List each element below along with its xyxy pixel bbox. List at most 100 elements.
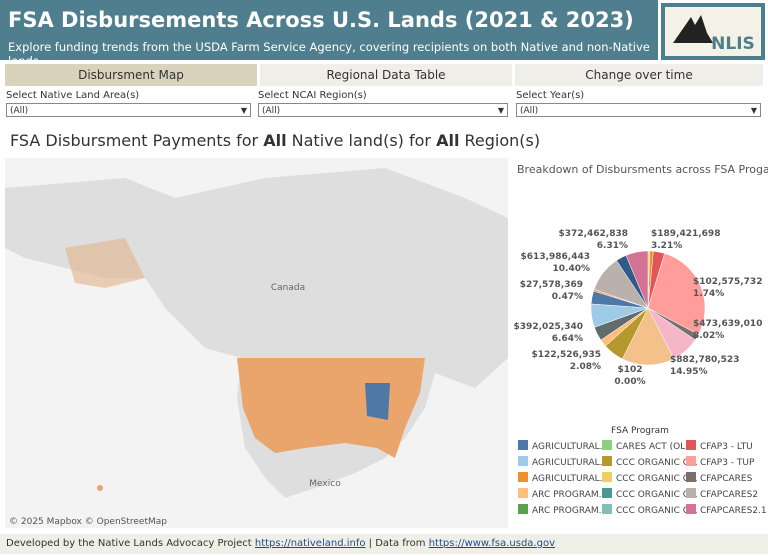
amount-label: $613,986,443 — [521, 252, 590, 262]
filter-label: Select Native Land Area(s) — [6, 90, 140, 101]
amount-label: $122,526,935 — [532, 350, 601, 360]
pie-slice — [605, 307, 649, 360]
filter-value: (All) — [520, 106, 539, 116]
map-label: Canada — [271, 283, 305, 293]
legend-swatch — [686, 472, 696, 482]
legend-label: CFAP3 - TUP — [700, 458, 755, 468]
value-label: 6.31% — [597, 241, 628, 251]
value-label: 14.95% — [670, 367, 708, 377]
logo-rider — [673, 15, 713, 43]
amount-label: $102 — [617, 365, 642, 375]
amount-label: $189,421,698 — [651, 229, 720, 239]
legend-swatch — [602, 456, 612, 466]
legend-swatch — [602, 504, 612, 514]
map-attribution: © 2025 Mapbox © OpenStreetMap — [9, 517, 167, 527]
legend-swatch — [518, 472, 528, 482]
amount-label: $27,578,369 — [520, 280, 583, 290]
sheet-title: FSA Disbursment Payments for All Native … — [10, 131, 540, 150]
legend-label: AGRICULTURAL... — [532, 442, 608, 452]
legend-swatch — [518, 488, 528, 498]
map-label: Mexico — [309, 479, 341, 489]
legend-swatch — [686, 488, 696, 498]
filter-label: Select Year(s) — [516, 90, 585, 101]
title-part: All — [436, 131, 460, 150]
filter-value: (All) — [10, 106, 29, 116]
amount-label: $473,639,010 — [693, 319, 762, 329]
legend-label: CFAP3 - LTU — [700, 442, 753, 452]
pie-slice — [590, 303, 649, 328]
pie-slice — [647, 307, 699, 341]
pie-slice — [647, 307, 696, 360]
title-part: Native land(s) for — [286, 131, 437, 150]
legend-swatch — [686, 440, 696, 450]
value-label: 6.64% — [552, 334, 583, 344]
map-alaska — [65, 238, 145, 288]
logo-text: NLIS — [711, 34, 755, 54]
value-label: 1.74% — [693, 289, 724, 299]
legend-swatch — [518, 456, 528, 466]
legend-swatch — [686, 456, 696, 466]
header: FSA Disbursements Across U.S. Lands (202… — [0, 0, 658, 68]
map[interactable]: Canada Mexico © 2025 Mapbox © OpenStreet… — [5, 158, 508, 528]
legend-swatch — [602, 472, 612, 482]
value-label: 0.00% — [614, 377, 645, 387]
title-part: FSA Disbursment Payments for — [10, 131, 264, 150]
tab[interactable]: Regional Data Table — [260, 64, 512, 86]
legend-swatch — [602, 440, 612, 450]
amount-label: $392,025,340 — [514, 322, 583, 332]
tab[interactable]: Disbursment Map — [5, 64, 257, 86]
footer-link[interactable]: https://www.fsa.usda.gov — [428, 538, 555, 549]
legend-swatch — [686, 504, 696, 514]
amount-label: $372,462,838 — [559, 229, 628, 239]
pie-slice — [605, 307, 649, 347]
pie-slice — [647, 253, 706, 335]
pie-slice — [593, 289, 649, 309]
value-label: 0.47% — [552, 292, 583, 302]
value-label: 8.02% — [693, 331, 724, 341]
legend-label: CFAPCARES2.1 — [700, 506, 767, 516]
legend-label: CCC ORGANIC C... — [616, 490, 698, 500]
legend-label: CFAPCARES2 — [700, 490, 758, 500]
value-label: 10.40% — [553, 264, 591, 274]
legend-label: CCC ORGANIC C... — [616, 458, 698, 468]
tab[interactable]: Change over time — [515, 64, 763, 86]
pie-slice — [622, 307, 675, 366]
legend-label: CCC ORGANIC C... — [616, 506, 698, 516]
pie-slice — [647, 250, 665, 309]
map-hawaii — [97, 485, 103, 491]
amount-label: $882,780,523 — [670, 355, 739, 365]
footer-text: | Data from — [365, 538, 429, 549]
footer: Developed by the Native Lands Advocacy P… — [0, 534, 768, 554]
filter-select[interactable]: (All) ▼ — [258, 103, 508, 117]
legend-title: FSA Program — [611, 426, 669, 436]
legend-label: AGRICULTURAL... — [532, 458, 608, 468]
logo-graphic: NLIS — [665, 7, 761, 56]
pie-slice — [600, 307, 649, 347]
map-highlight — [365, 383, 390, 420]
filter-select[interactable]: (All) ▼ — [516, 103, 761, 117]
header-title: FSA Disbursements Across U.S. Lands (202… — [8, 8, 634, 32]
title-part: Region(s) — [459, 131, 541, 150]
value-label: 3.21% — [651, 241, 682, 251]
legend-label: AGRICULTURAL... — [532, 474, 608, 484]
amount-label: $102,575,732 — [693, 277, 762, 287]
pie-slice — [647, 250, 654, 309]
legend-label: CFAPCARES — [700, 474, 753, 484]
logo: NLIS — [661, 3, 765, 60]
legend-label: CCC ORGANIC C... — [616, 474, 698, 484]
chart-title: Breakdown of Disbursments across FSA Pro… — [517, 163, 768, 176]
legend-swatch — [602, 488, 612, 498]
legend-label: ARC PROGRAM... — [532, 490, 607, 500]
pie-slice — [590, 290, 649, 309]
pie-slice — [593, 260, 649, 309]
filter-label: Select NCAI Region(s) — [258, 90, 367, 101]
legend-label: CARES ACT (OLP) — [616, 442, 694, 452]
legend-swatch — [518, 440, 528, 450]
footer-link[interactable]: https://nativeland.info — [254, 538, 366, 549]
filter-select[interactable]: (All) ▼ — [6, 103, 251, 117]
pie-slice — [594, 307, 649, 341]
pie-slice — [616, 255, 649, 309]
legend-label: ARC PROGRAM... — [532, 506, 607, 516]
value-label: 2.08% — [570, 362, 601, 372]
